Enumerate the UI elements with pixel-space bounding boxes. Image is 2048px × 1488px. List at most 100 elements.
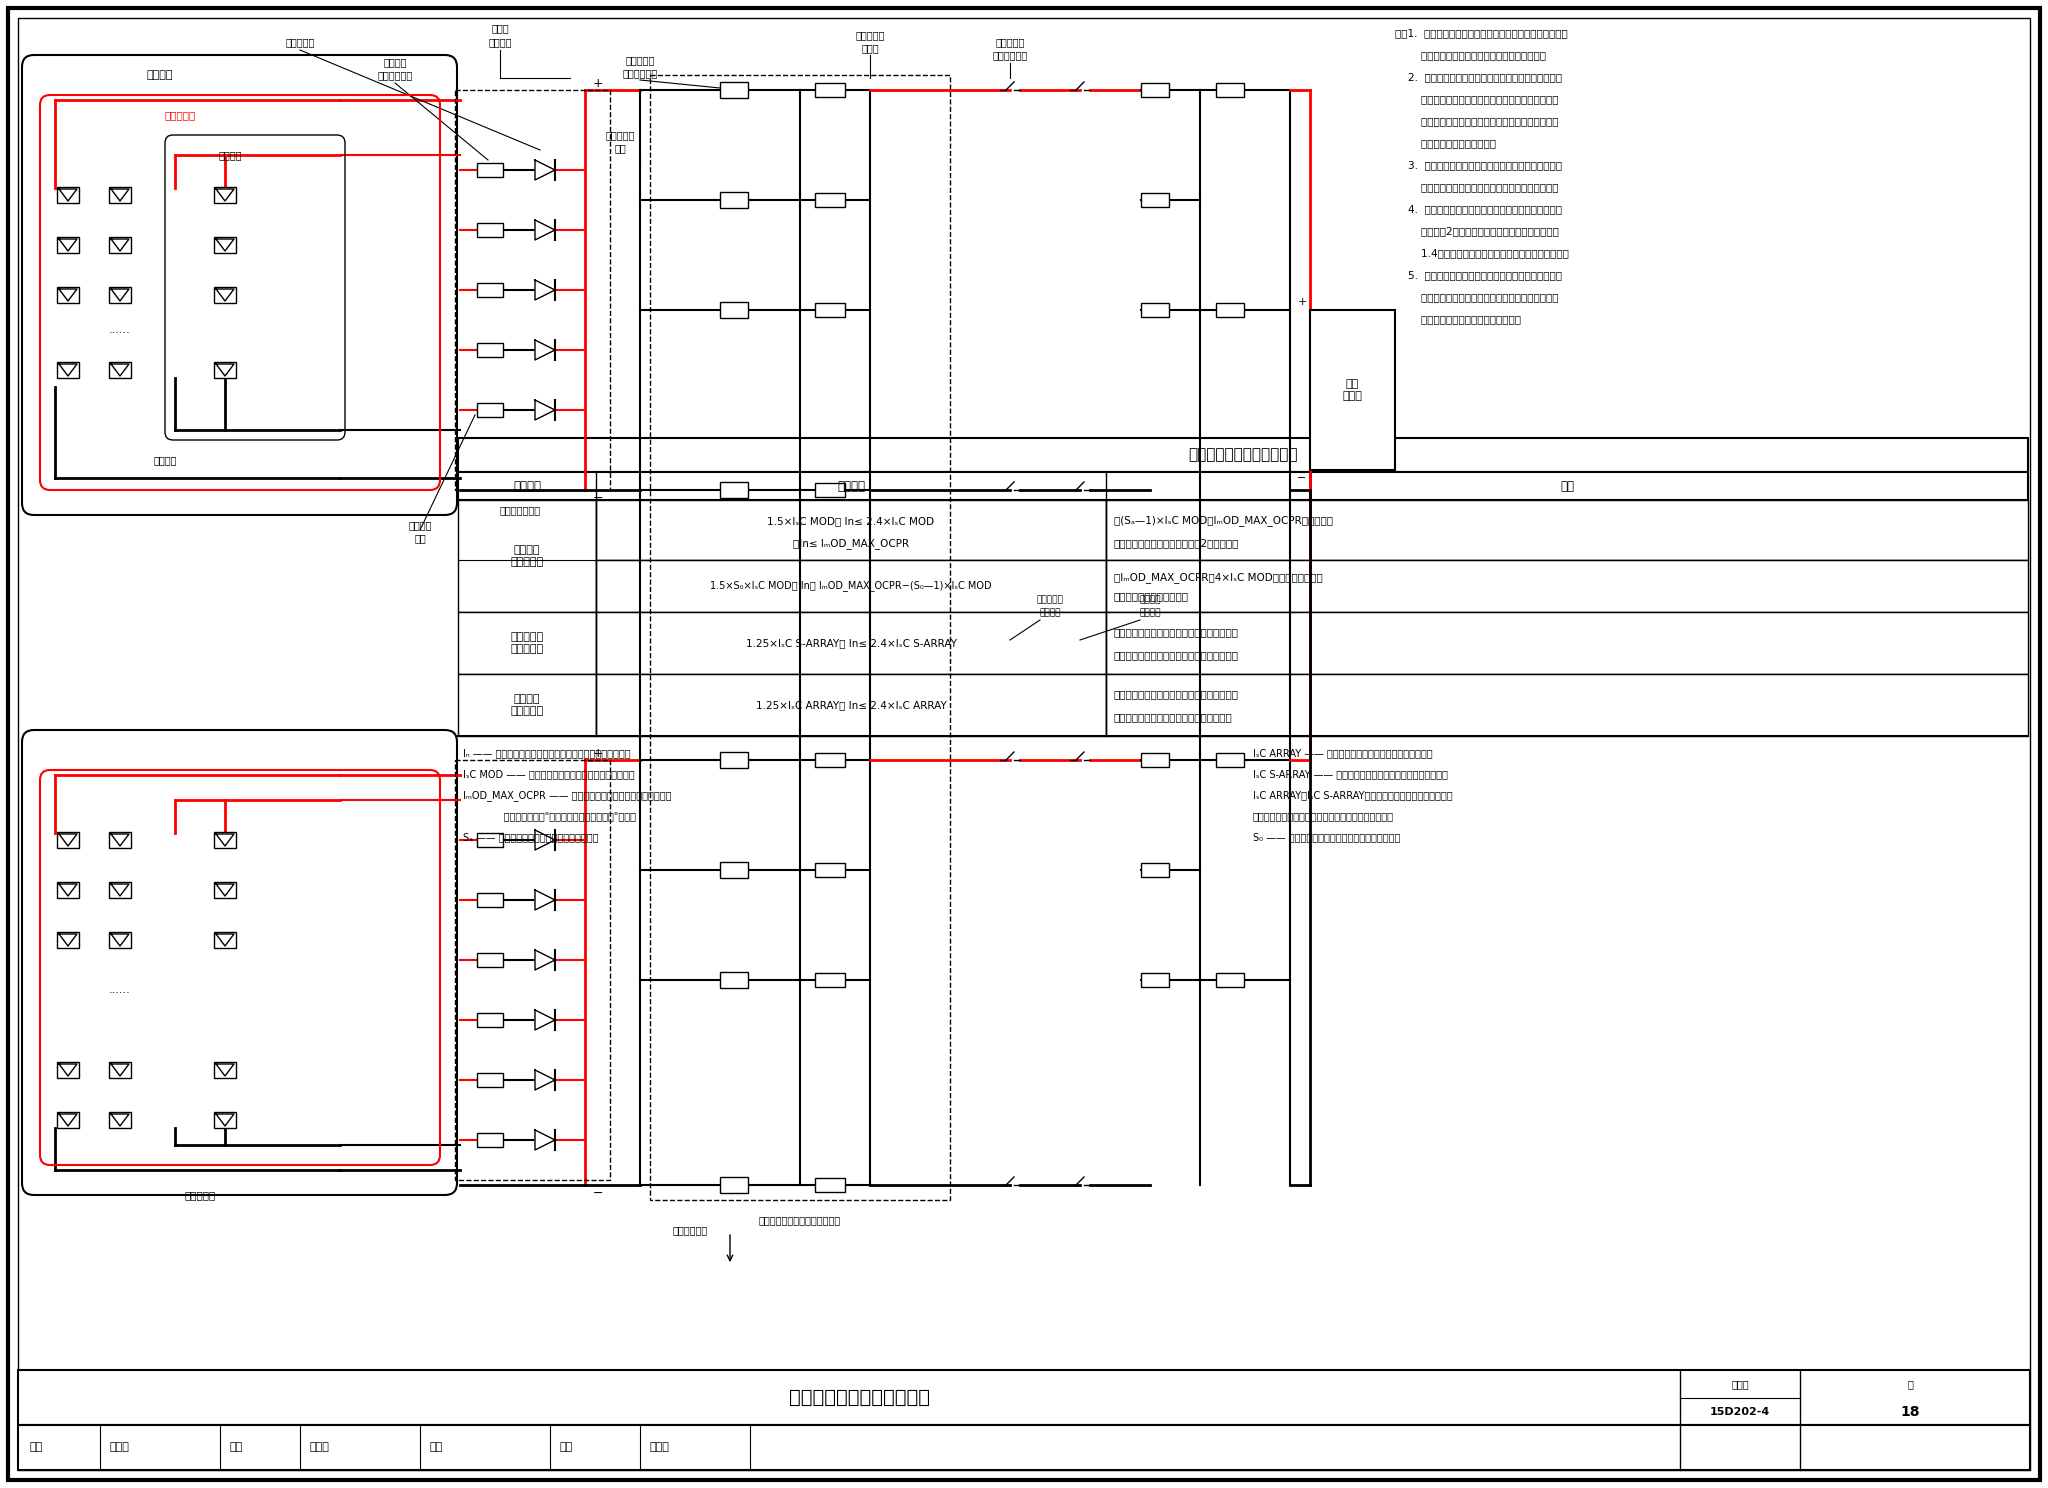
Text: 光伏子方阵: 光伏子方阵: [995, 37, 1024, 48]
Bar: [57, 1112, 80, 1128]
Text: 3.  燕断器、断路器的额定电压应不小于光伏方阵最大: 3. 燕断器、断路器的额定电压应不小于光伏方阵最大: [1395, 161, 1563, 170]
Text: 系数可参照组件制造商提供的数据。: 系数可参照组件制造商提供的数据。: [1395, 314, 1522, 324]
Text: 光伏汇流保护设备设计要求: 光伏汇流保护设备设计要求: [788, 1387, 930, 1406]
Bar: [1141, 753, 1169, 766]
Bar: [721, 192, 748, 208]
Text: 由组件制造商以"最大串联燕断器额定电流"给出；: 由组件制造商以"最大串联燕断器额定电流"给出；: [463, 811, 637, 821]
Bar: [18, 1426, 2030, 1470]
Bar: [213, 882, 236, 897]
Text: 1.25×IₛC S-ARRAY＜ In≤ 2.4×IₛC S-ARRAY: 1.25×IₛC S-ARRAY＜ In≤ 2.4×IₛC S-ARRAY: [745, 638, 956, 647]
Text: −: −: [1296, 473, 1307, 484]
Text: ......: ......: [109, 324, 131, 335]
Text: 电缆: 电缆: [414, 533, 426, 543]
Bar: [1106, 500, 2028, 559]
Bar: [815, 83, 846, 97]
Bar: [459, 437, 2028, 472]
Bar: [721, 1177, 748, 1193]
Bar: [213, 187, 236, 202]
Bar: [1141, 83, 1169, 97]
Bar: [459, 612, 596, 674]
Text: 当(Sₐ—1)×IₛC MOD＞IₘOD_MAX_OCPR时，应设置: 当(Sₐ—1)×IₛC MOD＞IₘOD_MAX_OCPR时，应设置: [1114, 515, 1333, 527]
Bar: [1141, 863, 1169, 876]
Bar: [596, 612, 1106, 674]
Bar: [455, 760, 610, 1180]
Bar: [477, 223, 504, 237]
Text: 页: 页: [1907, 1379, 1913, 1388]
Bar: [57, 187, 80, 202]
Polygon shape: [535, 949, 555, 970]
Bar: [459, 500, 596, 612]
Text: 光伏方阵
过电流保护: 光伏方阵 过电流保护: [510, 695, 543, 716]
Polygon shape: [535, 220, 555, 240]
Text: ......: ......: [109, 985, 131, 995]
Bar: [213, 287, 236, 304]
Text: IₛC MOD —— 光伏组件在标准测试条件下的短路电流；: IₛC MOD —— 光伏组件在标准测试条件下的短路电流；: [463, 769, 635, 780]
Bar: [213, 362, 236, 378]
Bar: [213, 1062, 236, 1077]
Bar: [1141, 973, 1169, 987]
Text: Sₐ —— 整个方阵中所有并联光伏组串的数量；: Sₐ —— 整个方阵中所有并联光伏组串的数量；: [463, 832, 598, 842]
Text: 设计要求: 设计要求: [838, 479, 864, 493]
Text: IₛC S-ARRAY —— 光伏子方阵在标准测试条件下的短路电流；: IₛC S-ARRAY —— 光伏子方阵在标准测试条件下的短路电流；: [1253, 769, 1448, 780]
Bar: [109, 931, 131, 948]
Text: 且In≤ IₘOD_MAX_OCPR: 且In≤ IₘOD_MAX_OCPR: [793, 537, 909, 549]
Bar: [477, 1073, 504, 1088]
Text: Iₙ —— 燕断器燕体额定电流或断路器额定电流或整定电流；: Iₙ —— 燕断器燕体额定电流或断路器额定电流或整定电流；: [463, 748, 631, 757]
Polygon shape: [535, 890, 555, 911]
Bar: [477, 833, 504, 847]
Text: 输出开关: 输出开关: [487, 37, 512, 48]
Text: IₘOD_MAX_OCPR —— 光伏组件最大过电流保护额定值，通常: IₘOD_MAX_OCPR —— 光伏组件最大过电流保护额定值，通常: [463, 790, 672, 801]
Text: 在其他电源的电流可能馈入光伏方阵时设置: 在其他电源的电流可能馈入光伏方阵时设置: [1114, 713, 1233, 722]
Text: 过电流保护器: 过电流保护器: [993, 51, 1028, 60]
Text: 光伏子方阵: 光伏子方阵: [856, 30, 885, 40]
Text: 设计: 设计: [559, 1442, 573, 1452]
Text: IₛC ARRAY —— 光伏方阵在标准测试条件下的短路电流；: IₛC ARRAY —— 光伏方阵在标准测试条件下的短路电流；: [1253, 748, 1434, 757]
Text: 过电流保护器: 过电流保护器: [377, 70, 412, 80]
Bar: [721, 82, 748, 98]
Bar: [109, 287, 131, 304]
Bar: [1311, 310, 1395, 470]
Bar: [109, 1112, 131, 1128]
Text: 注：1.  光伏汇流笱的输出应设置具有隔离功能的保护电器，: 注：1. 光伏汇流笱的输出应设置具有隔离功能的保护电器，: [1395, 28, 1569, 39]
Text: 光伏组串数和组件在标准测试条件下短路电流的乘积；: 光伏组串数和组件在标准测试条件下短路电流的乘积；: [1253, 811, 1395, 821]
Bar: [477, 344, 504, 357]
Bar: [815, 863, 846, 876]
Bar: [109, 237, 131, 253]
Polygon shape: [535, 830, 555, 850]
Text: 谢　烂: 谢 烂: [309, 1442, 330, 1452]
Bar: [57, 1062, 80, 1077]
Text: 李英姿: 李英姿: [111, 1442, 129, 1452]
Text: 可为具有隔离功能的断路器，以便维护检修。: 可为具有隔离功能的断路器，以便维护检修。: [1395, 51, 1546, 60]
Text: 充电控制器时，应装设光伏子方阵过电流保护: 充电控制器时，应装设光伏子方阵过电流保护: [1114, 650, 1239, 661]
Text: 2.  直流配电柜的每个配电单元的输入应经隔离电器接: 2. 直流配电柜的每个配电单元的输入应经隔离电器接: [1395, 71, 1563, 82]
Polygon shape: [535, 339, 555, 360]
Text: +: +: [1296, 298, 1307, 307]
Bar: [213, 237, 236, 253]
Bar: [1217, 83, 1243, 97]
Bar: [1106, 559, 2028, 612]
Text: 光伏组串: 光伏组串: [408, 519, 432, 530]
Text: 过电流保护器: 过电流保护器: [623, 68, 657, 77]
Bar: [455, 89, 610, 490]
Text: 电流保护电器。直流配电柜的输出应设置隔离开关: 电流保护电器。直流配电柜的输出应设置隔离开关: [1395, 116, 1559, 126]
Text: 光伏子方阵: 光伏子方阵: [625, 55, 655, 65]
Text: 1.4倍所保护光伏组串标准测试条件下的短路电流。: 1.4倍所保护光伏组串标准测试条件下的短路电流。: [1395, 248, 1569, 257]
Text: 光伏组件: 光伏组件: [154, 455, 176, 466]
Bar: [477, 164, 504, 177]
Bar: [18, 1370, 2030, 1426]
Text: 5.  光伏方阵最大电压是标准测试条件下的方阵开路电: 5. 光伏方阵最大电压是标准测试条件下的方阵开路电: [1395, 269, 1563, 280]
Bar: [1217, 973, 1243, 987]
Text: +: +: [592, 747, 604, 759]
Polygon shape: [535, 280, 555, 301]
Text: 18: 18: [1901, 1405, 1919, 1420]
Text: 隔离器: 隔离器: [862, 43, 879, 54]
Text: 光伏子方阵: 光伏子方阵: [184, 1190, 215, 1199]
Bar: [721, 972, 748, 988]
Text: 组串过电流保护，组串数不超过2时无需设置: 组串过电流保护，组串数不超过2时无需设置: [1114, 539, 1239, 548]
Bar: [109, 187, 131, 202]
Bar: [57, 931, 80, 948]
Text: 输出开关: 输出开关: [1038, 609, 1061, 618]
Text: 讲审: 讲审: [430, 1442, 442, 1452]
Bar: [596, 674, 1106, 737]
Bar: [1217, 753, 1243, 766]
